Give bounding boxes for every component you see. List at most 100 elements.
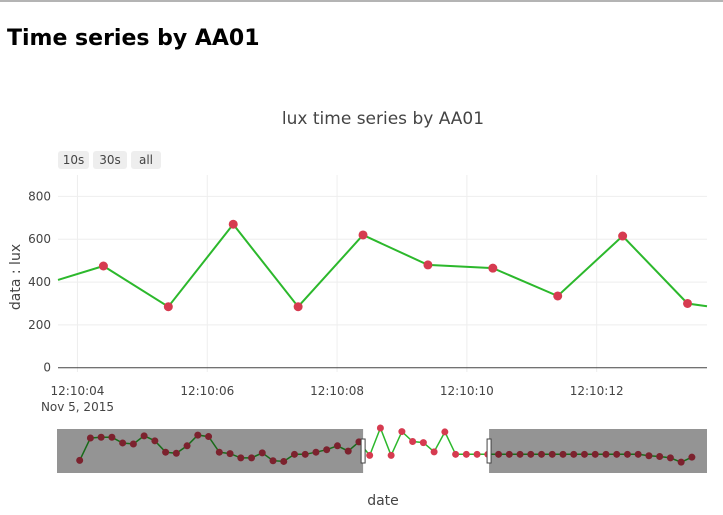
range-button-30s[interactable]: 30s	[93, 151, 127, 169]
data-point[interactable]	[163, 302, 173, 312]
x-tick-label: 12:10:08	[310, 384, 364, 398]
range-slider-point	[258, 449, 266, 457]
x-tick-label: 12:10:06	[180, 384, 234, 398]
range-button-label[interactable]: 30s	[99, 153, 121, 167]
range-slider-point	[516, 450, 524, 458]
range-slider-point	[312, 448, 320, 456]
y-tick-label: 0	[43, 361, 51, 375]
range-button-10s[interactable]: 10s	[58, 151, 89, 169]
y-tick-label: 200	[28, 318, 51, 332]
range-button-label[interactable]: all	[139, 153, 153, 167]
page-title: Time series by AA01	[7, 26, 260, 51]
top-rule	[0, 0, 723, 2]
range-slider-point	[194, 431, 202, 439]
range-slider-point	[495, 450, 503, 458]
data-point[interactable]	[618, 231, 628, 241]
data-point[interactable]	[423, 260, 433, 270]
x-tick-date-label: Nov 5, 2015	[41, 400, 114, 414]
range-slider-point	[183, 442, 191, 450]
range-slider-point	[140, 432, 148, 440]
range-slider-point	[366, 451, 374, 459]
x-tick-label: 12:10:10	[440, 384, 494, 398]
data-point[interactable]	[553, 291, 563, 301]
range-slider[interactable]	[57, 424, 707, 473]
range-slider-point	[634, 450, 642, 458]
range-slider-point	[205, 433, 213, 441]
series-line	[57, 222, 708, 309]
range-slider-point	[419, 439, 427, 447]
range-slider-point	[441, 428, 449, 436]
range-slider-point	[462, 450, 470, 458]
range-slider-point	[677, 458, 685, 466]
x-axis-title: date	[367, 493, 399, 509]
y-tick-label: 800	[28, 189, 51, 203]
range-slider-point	[269, 457, 277, 465]
data-point[interactable]	[358, 230, 368, 240]
range-slider-line	[79, 425, 693, 464]
plot-area[interactable]	[57, 219, 708, 312]
x-axis: 12:10:04 12:10:06 12:10:08 12:10:10 12:10:12…	[41, 384, 624, 414]
data-point[interactable]	[683, 298, 693, 308]
range-button-all[interactable]: all	[131, 151, 161, 169]
range-slider-point	[688, 453, 696, 461]
data-point[interactable]	[228, 219, 238, 229]
range-slider-point	[645, 452, 653, 460]
range-slider-point	[430, 448, 438, 456]
range-slider-handle-left[interactable]	[360, 438, 366, 464]
range-slider-point	[226, 450, 234, 458]
range-selector: 10s 30s all	[58, 151, 161, 169]
range-slider-point	[473, 450, 481, 458]
range-slider-point	[538, 450, 546, 458]
range-slider-point	[505, 450, 513, 458]
range-slider-point	[301, 450, 309, 458]
y-tick-label: 600	[28, 232, 51, 246]
range-slider-point	[76, 456, 84, 464]
x-tick-label: 12:10:12	[570, 384, 624, 398]
range-slider-point	[591, 450, 599, 458]
range-slider-point	[580, 450, 588, 458]
range-slider-point	[656, 452, 664, 460]
chart-title: lux time series by AA01	[282, 109, 484, 129]
range-slider-point	[151, 437, 159, 445]
range-slider-point	[129, 440, 137, 448]
range-slider-point	[323, 446, 331, 454]
range-slider-point	[548, 450, 556, 458]
range-slider-point	[97, 433, 105, 441]
range-button-bg[interactable]	[58, 151, 89, 169]
range-slider-point	[172, 449, 180, 457]
y-tick-label: 400	[28, 275, 51, 289]
range-slider-point	[333, 442, 341, 450]
range-slider-point	[108, 433, 116, 441]
range-slider-mask-right	[489, 429, 707, 473]
range-slider-point	[666, 454, 674, 462]
range-slider-point	[452, 450, 460, 458]
range-slider-point	[119, 439, 127, 447]
range-slider-point	[248, 454, 256, 462]
range-slider-point	[376, 424, 384, 432]
data-point[interactable]	[488, 263, 498, 273]
y-axis: 0 200 400 600 800	[28, 189, 51, 374]
range-slider-point	[215, 448, 223, 456]
range-slider-point	[602, 450, 610, 458]
data-point[interactable]	[293, 302, 303, 312]
range-slider-point	[559, 450, 567, 458]
range-slider-point	[623, 450, 631, 458]
range-slider-point	[398, 428, 406, 436]
range-slider-point	[280, 457, 288, 465]
range-slider-point	[409, 438, 417, 446]
range-slider-handle-right[interactable]	[486, 438, 492, 464]
grid-lines	[58, 175, 707, 372]
range-slider-point	[162, 448, 170, 456]
data-point[interactable]	[98, 261, 108, 271]
range-slider-point	[387, 451, 395, 459]
range-button-label[interactable]: 10s	[63, 153, 85, 167]
x-tick-label: 12:10:04	[51, 384, 105, 398]
range-button-bg[interactable]	[131, 151, 161, 169]
range-slider-point	[237, 454, 245, 462]
range-button-bg[interactable]	[93, 151, 127, 169]
range-slider-point	[570, 450, 578, 458]
y-axis-title: data : lux	[8, 244, 24, 310]
range-slider-point	[290, 450, 298, 458]
range-slider-point	[527, 450, 535, 458]
